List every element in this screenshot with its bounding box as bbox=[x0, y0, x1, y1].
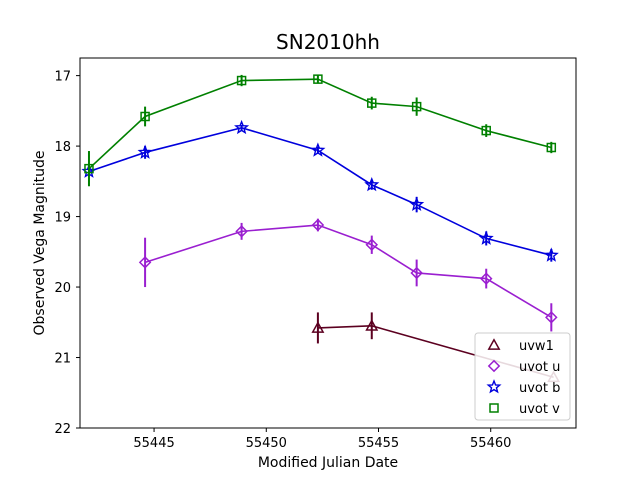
plot-marks bbox=[81, 74, 561, 383]
y-tick-label: 20 bbox=[54, 281, 71, 296]
data-point bbox=[367, 98, 377, 108]
x-tick-label: 55450 bbox=[246, 436, 287, 451]
data-point bbox=[546, 142, 557, 153]
series-uvot-v bbox=[84, 74, 557, 187]
data-point bbox=[235, 225, 248, 238]
data-point bbox=[365, 319, 379, 331]
y-axis-label: Observed Vega Magnitude bbox=[32, 151, 48, 336]
legend-marker bbox=[489, 403, 499, 413]
data-point bbox=[234, 119, 250, 135]
series-uvot-b bbox=[81, 119, 559, 262]
y-tick-label: 19 bbox=[54, 211, 71, 226]
legend-marker bbox=[487, 359, 501, 373]
y-tick-label: 21 bbox=[54, 352, 71, 367]
y-tick-label: 17 bbox=[54, 70, 71, 85]
data-point bbox=[409, 196, 425, 211]
legend-marker bbox=[486, 379, 502, 394]
data-point bbox=[364, 176, 380, 192]
data-point bbox=[310, 142, 326, 157]
data-point bbox=[410, 266, 423, 280]
legend-box bbox=[474, 332, 571, 421]
data-point bbox=[236, 75, 247, 86]
legend: uvw1 uvot u uvot b uvot v bbox=[474, 332, 571, 421]
data-point bbox=[479, 272, 493, 285]
series-line bbox=[88, 126, 552, 257]
y-tick-label: 18 bbox=[54, 140, 71, 155]
plot-frame bbox=[79, 57, 577, 429]
y-tick-label: 22 bbox=[54, 422, 71, 437]
data-point bbox=[313, 74, 323, 84]
data-point bbox=[478, 230, 494, 245]
data-point bbox=[84, 163, 94, 174]
data-point bbox=[137, 144, 153, 159]
axis-ticks: 55445 55450 55455 55460 17 18 19 20 21 22 bbox=[54, 70, 511, 451]
legend-label: uvot v bbox=[519, 402, 560, 417]
x-tick-label: 55455 bbox=[358, 436, 399, 451]
data-point bbox=[545, 311, 558, 324]
data-point bbox=[138, 256, 152, 269]
legend-label: uvot u bbox=[519, 360, 560, 375]
data-point bbox=[311, 321, 325, 333]
series-line bbox=[88, 78, 552, 170]
legend-label: uvot b bbox=[519, 381, 560, 396]
data-point bbox=[543, 247, 559, 262]
legend-label: uvw1 bbox=[519, 339, 554, 354]
data-point bbox=[411, 101, 422, 112]
legend-marker bbox=[487, 338, 501, 350]
chart-title: SN2010hh bbox=[276, 30, 380, 54]
data-point bbox=[311, 218, 325, 232]
x-tick-label: 55460 bbox=[470, 436, 511, 451]
data-point bbox=[140, 111, 150, 122]
x-axis-label: Modified Julian Date bbox=[258, 455, 398, 471]
series-uvot-u bbox=[138, 218, 558, 332]
data-point bbox=[481, 125, 491, 136]
x-tick-label: 55445 bbox=[133, 436, 174, 451]
data-point bbox=[365, 238, 379, 252]
